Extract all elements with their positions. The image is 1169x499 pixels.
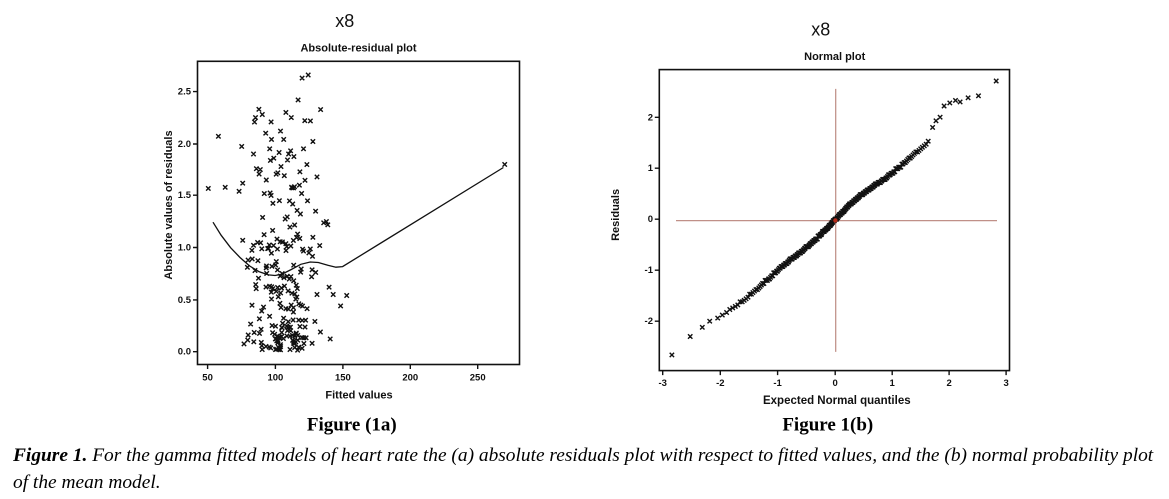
svg-text:0: 0 bbox=[833, 378, 838, 389]
svg-text:-2: -2 bbox=[716, 378, 724, 389]
svg-text:Absolute values of residuals: Absolute values of residuals bbox=[163, 130, 175, 279]
svg-text:1: 1 bbox=[890, 378, 896, 389]
svg-text:0: 0 bbox=[648, 214, 653, 225]
svg-text:0.5: 0.5 bbox=[178, 295, 192, 306]
svg-text:Normal plot: Normal plot bbox=[804, 51, 865, 63]
svg-text:x8: x8 bbox=[811, 20, 830, 40]
svg-text:Figure 1(b): Figure 1(b) bbox=[782, 415, 873, 436]
svg-text:2: 2 bbox=[648, 112, 653, 123]
svg-text:1.5: 1.5 bbox=[178, 190, 192, 201]
svg-text:200: 200 bbox=[402, 373, 418, 384]
svg-text:0.0: 0.0 bbox=[178, 347, 191, 358]
svg-text:Figure (1a): Figure (1a) bbox=[307, 415, 397, 436]
svg-text:1.0: 1.0 bbox=[178, 243, 191, 254]
svg-text:x8: x8 bbox=[335, 11, 354, 31]
svg-text:150: 150 bbox=[335, 373, 351, 384]
svg-text:2: 2 bbox=[946, 378, 951, 389]
svg-text:Expected Normal quantiles: Expected Normal quantiles bbox=[763, 395, 911, 407]
svg-text:2.0: 2.0 bbox=[178, 139, 191, 150]
svg-text:Fitted values: Fitted values bbox=[325, 390, 392, 402]
svg-text:Residuals: Residuals bbox=[610, 189, 622, 241]
svg-text:250: 250 bbox=[470, 373, 486, 384]
svg-text:100: 100 bbox=[267, 373, 283, 384]
svg-text:3: 3 bbox=[1003, 378, 1008, 389]
svg-text:1: 1 bbox=[648, 163, 654, 174]
svg-text:-1: -1 bbox=[773, 378, 782, 389]
svg-text:-1: -1 bbox=[645, 265, 654, 276]
svg-text:50: 50 bbox=[202, 373, 213, 384]
svg-text:-2: -2 bbox=[645, 316, 653, 327]
svg-text:2.5: 2.5 bbox=[178, 87, 192, 98]
svg-text:Absolute-residual plot: Absolute-residual plot bbox=[300, 43, 416, 55]
svg-text:-3: -3 bbox=[658, 378, 666, 389]
